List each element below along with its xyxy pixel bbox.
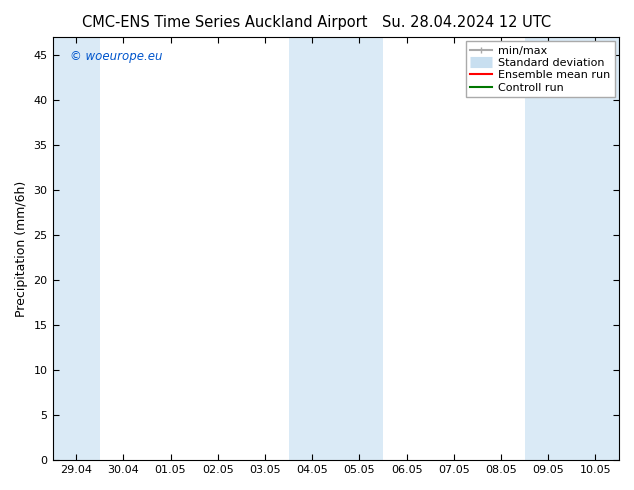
Bar bbox=[288, 37, 383, 460]
Bar bbox=[53, 37, 100, 460]
Y-axis label: Precipitation (mm/6h): Precipitation (mm/6h) bbox=[15, 180, 28, 317]
Text: © woeurope.eu: © woeurope.eu bbox=[70, 50, 162, 63]
Bar bbox=[524, 37, 619, 460]
Text: Su. 28.04.2024 12 UTC: Su. 28.04.2024 12 UTC bbox=[382, 15, 552, 30]
Legend: min/max, Standard deviation, Ensemble mean run, Controll run: min/max, Standard deviation, Ensemble me… bbox=[465, 42, 614, 97]
Text: CMC-ENS Time Series Auckland Airport: CMC-ENS Time Series Auckland Airport bbox=[82, 15, 368, 30]
